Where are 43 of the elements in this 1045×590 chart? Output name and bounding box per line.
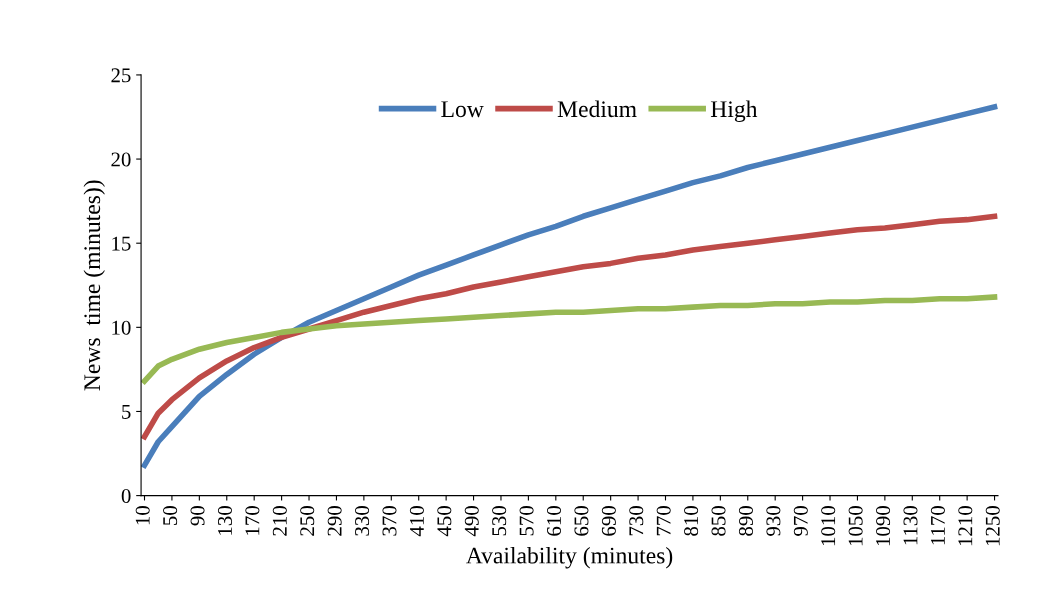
x-tick-label: 50 bbox=[163, 506, 178, 525]
y-axis-title: News time (minutes)) bbox=[83, 180, 105, 391]
x-tick-label: 1170 bbox=[930, 506, 945, 545]
x-tick-label: 10 bbox=[135, 506, 150, 525]
y-tick-label: 10 bbox=[112, 320, 131, 335]
x-tick-label: 90 bbox=[190, 506, 205, 526]
legend-label: Low bbox=[441, 101, 484, 118]
x-tick-label: 130 bbox=[217, 506, 232, 535]
x-tick-label: 450 bbox=[437, 506, 452, 537]
x-tick-label: 370 bbox=[382, 506, 397, 536]
x-tick-label: 690 bbox=[601, 506, 616, 536]
x-tick-label: 1010 bbox=[821, 506, 836, 546]
y-tick-label: 20 bbox=[111, 152, 131, 167]
legend-label: High bbox=[710, 100, 758, 123]
x-tick-label: 970 bbox=[793, 506, 808, 536]
x-axis-title: Availability (minutes) bbox=[466, 546, 673, 569]
x-tick-label: 290 bbox=[327, 506, 342, 536]
x-tick-label: 530 bbox=[492, 506, 507, 536]
x-tick-label: 1130 bbox=[903, 506, 918, 545]
x-tick-label: 1050 bbox=[848, 506, 863, 546]
x-tick-label: 930 bbox=[766, 506, 781, 536]
x-tick-label: 330 bbox=[355, 506, 370, 536]
x-tick-label: 650 bbox=[574, 506, 589, 536]
x-tick-label: 170 bbox=[245, 506, 260, 535]
x-tick-label: 1250 bbox=[985, 506, 1000, 546]
legend-label: Medium bbox=[557, 100, 637, 118]
x-tick-label: 1210 bbox=[958, 506, 973, 546]
x-tick-label: 1090 bbox=[876, 506, 891, 546]
x-tick-label: 210 bbox=[272, 506, 287, 536]
x-tick-label: 490 bbox=[464, 506, 479, 537]
x-tick-label: 810 bbox=[684, 506, 699, 536]
x-tick-label: 850 bbox=[711, 506, 726, 536]
y-tick-label: 15 bbox=[112, 236, 131, 251]
x-tick-label: 250 bbox=[300, 506, 315, 536]
y-tick-label: 0 bbox=[121, 488, 131, 504]
x-tick-label: 610 bbox=[546, 506, 562, 536]
y-tick-label: 25 bbox=[111, 68, 131, 83]
x-tick-label: 730 bbox=[629, 506, 644, 536]
x-tick-label: 570 bbox=[519, 506, 534, 536]
x-tick-label: 410 bbox=[409, 506, 424, 537]
x-tick-label: 890 bbox=[738, 506, 753, 536]
y-tick-label: 5 bbox=[122, 405, 131, 419]
x-tick-label: 770 bbox=[656, 506, 671, 536]
